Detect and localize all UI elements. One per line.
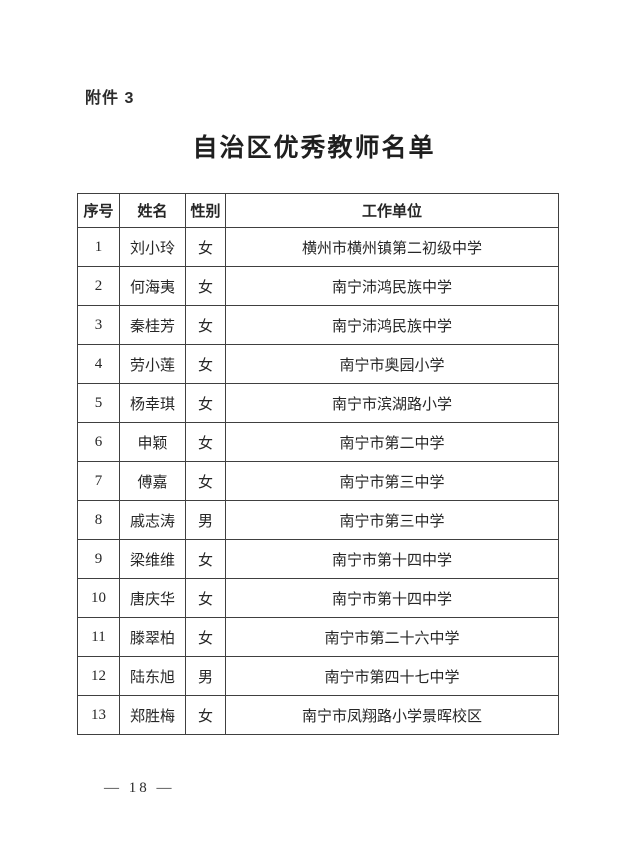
cell-name: 劳小莲 xyxy=(119,344,186,384)
cell-no: 11 xyxy=(77,617,120,657)
cell-unit: 南宁市第三中学 xyxy=(225,461,559,501)
cell-gender: 女 xyxy=(185,695,226,735)
table-row: 12 陆东旭 男 南宁市第四十七中学 xyxy=(77,656,559,696)
cell-gender: 女 xyxy=(185,461,226,501)
page-title: 自治区优秀教师名单 xyxy=(192,135,436,162)
cell-name: 唐庆华 xyxy=(119,578,186,618)
page-number: — 18 — xyxy=(104,780,175,796)
column-header-unit: 工作单位 xyxy=(225,193,559,228)
table-row: 3 秦桂芳 女 南宁沛鸿民族中学 xyxy=(77,305,559,345)
cell-unit: 南宁沛鸿民族中学 xyxy=(225,266,559,306)
table-row: 7 傅嘉 女 南宁市第三中学 xyxy=(77,461,559,501)
cell-name: 滕翠柏 xyxy=(119,617,186,657)
cell-unit: 南宁市第三中学 xyxy=(225,500,559,540)
cell-unit: 南宁市第二中学 xyxy=(225,422,559,462)
cell-unit: 南宁市第四十七中学 xyxy=(225,656,559,696)
table-row: 2 何海夷 女 南宁沛鸿民族中学 xyxy=(77,266,559,306)
cell-name: 梁维维 xyxy=(119,539,186,579)
cell-no: 2 xyxy=(77,266,120,306)
table-row: 11 滕翠柏 女 南宁市第二十六中学 xyxy=(77,617,559,657)
cell-gender: 男 xyxy=(185,500,226,540)
cell-unit: 南宁市奥园小学 xyxy=(225,344,559,384)
teacher-roster-table: 序号 姓名 性别 工作单位 1 刘小玲 女 横州市横州镇第二初级中学 2 何海夷… xyxy=(77,193,559,735)
column-header-no: 序号 xyxy=(77,193,120,228)
table-row: 5 杨幸琪 女 南宁市滨湖路小学 xyxy=(77,383,559,423)
cell-name: 刘小玲 xyxy=(119,227,186,267)
table-row: 6 申颖 女 南宁市第二中学 xyxy=(77,422,559,462)
table-row: 9 梁维维 女 南宁市第十四中学 xyxy=(77,539,559,579)
cell-gender: 女 xyxy=(185,344,226,384)
cell-unit: 南宁市凤翔路小学景晖校区 xyxy=(225,695,559,735)
table-row: 8 戚志涛 男 南宁市第三中学 xyxy=(77,500,559,540)
table-row: 10 唐庆华 女 南宁市第十四中学 xyxy=(77,578,559,618)
cell-gender: 女 xyxy=(185,227,226,267)
cell-no: 5 xyxy=(77,383,120,423)
cell-unit: 横州市横州镇第二初级中学 xyxy=(225,227,559,267)
cell-no: 6 xyxy=(77,422,120,462)
attachment-label: 附件 3 xyxy=(85,90,135,107)
table-row: 1 刘小玲 女 横州市横州镇第二初级中学 xyxy=(77,227,559,267)
cell-unit: 南宁市第十四中学 xyxy=(225,539,559,579)
cell-gender: 女 xyxy=(185,383,226,423)
cell-name: 郑胜梅 xyxy=(119,695,186,735)
cell-name: 傅嘉 xyxy=(119,461,186,501)
cell-gender: 女 xyxy=(185,266,226,306)
table-row: 4 劳小莲 女 南宁市奥园小学 xyxy=(77,344,559,384)
cell-gender: 女 xyxy=(185,422,226,462)
cell-name: 申颖 xyxy=(119,422,186,462)
cell-gender: 女 xyxy=(185,305,226,345)
cell-name: 杨幸琪 xyxy=(119,383,186,423)
cell-no: 4 xyxy=(77,344,120,384)
table-header-row: 序号 姓名 性别 工作单位 xyxy=(77,193,559,228)
cell-no: 13 xyxy=(77,695,120,735)
cell-unit: 南宁沛鸿民族中学 xyxy=(225,305,559,345)
cell-gender: 男 xyxy=(185,656,226,696)
cell-gender: 女 xyxy=(185,539,226,579)
cell-gender: 女 xyxy=(185,617,226,657)
table-header: 序号 姓名 性别 工作单位 xyxy=(77,193,559,228)
cell-no: 1 xyxy=(77,227,120,267)
cell-unit: 南宁市第二十六中学 xyxy=(225,617,559,657)
column-header-name: 姓名 xyxy=(119,193,186,228)
cell-name: 秦桂芳 xyxy=(119,305,186,345)
cell-no: 7 xyxy=(77,461,120,501)
cell-no: 8 xyxy=(77,500,120,540)
cell-no: 3 xyxy=(77,305,120,345)
cell-unit: 南宁市滨湖路小学 xyxy=(225,383,559,423)
table-row: 13 郑胜梅 女 南宁市凤翔路小学景晖校区 xyxy=(77,695,559,735)
cell-name: 戚志涛 xyxy=(119,500,186,540)
cell-name: 何海夷 xyxy=(119,266,186,306)
cell-gender: 女 xyxy=(185,578,226,618)
cell-no: 12 xyxy=(77,656,120,696)
cell-unit: 南宁市第十四中学 xyxy=(225,578,559,618)
cell-no: 9 xyxy=(77,539,120,579)
cell-no: 10 xyxy=(77,578,120,618)
cell-name: 陆东旭 xyxy=(119,656,186,696)
table-body: 1 刘小玲 女 横州市横州镇第二初级中学 2 何海夷 女 南宁沛鸿民族中学 3 … xyxy=(77,227,559,735)
column-header-gender: 性别 xyxy=(185,193,226,228)
